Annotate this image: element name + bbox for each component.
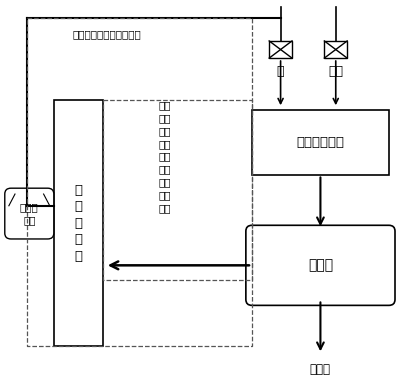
Bar xyxy=(324,41,346,58)
Text: 缓冲罐: 缓冲罐 xyxy=(307,258,332,272)
Bar xyxy=(252,110,388,174)
FancyBboxPatch shape xyxy=(5,188,54,239)
Text: 电石渣: 电石渣 xyxy=(309,363,330,376)
Text: 温度
压力
监测
来确
定乙
倶气
流量
的准
确性: 温度 压力 监测 来确 定乙 倶气 流量 的准 确性 xyxy=(157,100,170,213)
Text: 气
体
洗
涤
塔: 气 体 洗 涤 塔 xyxy=(74,184,82,263)
FancyBboxPatch shape xyxy=(245,225,394,305)
Bar xyxy=(268,41,291,58)
Text: 气体流
量计: 气体流 量计 xyxy=(20,202,38,225)
Text: 乙倶气流量和进水量联锁: 乙倶气流量和进水量联锁 xyxy=(72,29,141,39)
Text: 电石: 电石 xyxy=(328,65,342,78)
Bar xyxy=(54,100,103,347)
Text: 干法乙倶发生: 干法乙倶发生 xyxy=(296,136,344,149)
Text: 水: 水 xyxy=(276,65,284,78)
